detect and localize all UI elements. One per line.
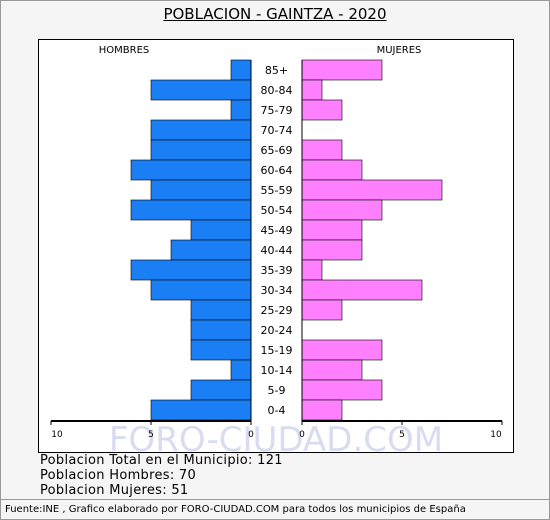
bar-hombres-55-59 — [150, 179, 252, 201]
bar-mujeres-15-19 — [301, 339, 383, 361]
age-label-45-49: 45-49 — [261, 224, 293, 237]
bar-hombres-80-84 — [150, 79, 252, 101]
bar-hombres-60-64 — [130, 159, 252, 181]
bar-mujeres-30-34 — [301, 279, 423, 301]
age-label-70-74: 70-74 — [261, 124, 293, 137]
x-tick-label-right-0: 0 — [299, 430, 305, 440]
bar-hombres-20-24 — [190, 319, 252, 341]
bar-hombres-10-14 — [230, 359, 252, 381]
age-label-30-34: 30-34 — [261, 284, 293, 297]
bar-mujeres-35-39 — [301, 259, 323, 281]
age-label-20-24: 20-24 — [261, 324, 293, 337]
mujeres-label: MUJERES — [377, 45, 422, 56]
x-tick-label-left-10: 10 — [51, 430, 63, 440]
bar-mujeres-50-54 — [301, 199, 383, 221]
bar-hombres-5-9 — [190, 379, 252, 401]
bar-hombres-50-54 — [130, 199, 252, 221]
bar-hombres-30-34 — [150, 279, 252, 301]
population-pyramid: FORO-CIUDAD.COM HOMBRES MUJERES 85+ 80-84 75-… — [50, 45, 503, 452]
x-tick-label-right-5: 5 — [399, 430, 405, 440]
age-label-80-84: 80-84 — [261, 84, 293, 97]
age-label-65-69: 65-69 — [261, 144, 293, 157]
bar-mujeres-55-59 — [301, 179, 443, 201]
bar-hombres-15-19 — [190, 339, 252, 361]
age-label-55-59: 55-59 — [261, 184, 293, 197]
chart-title: POBLACION - GAINTZA - 2020 — [163, 5, 387, 23]
bar-hombres-0-4 — [150, 399, 252, 421]
age-label-60-64: 60-64 — [261, 164, 293, 177]
age-label-50-54: 50-54 — [261, 204, 293, 217]
bar-mujeres-85+ — [301, 59, 383, 81]
bar-hombres-70-74 — [150, 119, 252, 141]
total-population-text: Poblacion Total en el Municipio: 121 — [40, 453, 283, 468]
bar-mujeres-80-84 — [301, 79, 323, 101]
bar-mujeres-0-4 — [301, 399, 343, 421]
bar-hombres-40-44 — [170, 239, 252, 261]
bar-mujeres-10-14 — [301, 359, 363, 381]
age-label-10-14: 10-14 — [261, 364, 293, 377]
x-tick-label-left-5: 5 — [148, 430, 154, 440]
x-tick-label-left-0: 0 — [248, 430, 254, 440]
source-footer: Fuente:INE , Grafico elaborado por FORO-… — [5, 504, 466, 515]
bar-hombres-85+ — [230, 59, 252, 81]
hombres-label: HOMBRES — [99, 45, 150, 56]
age-label-85+: 85+ — [265, 64, 288, 77]
age-label-0-4: 0-4 — [268, 404, 286, 417]
bar-hombres-35-39 — [130, 259, 252, 281]
bar-mujeres-5-9 — [301, 379, 383, 401]
bar-mujeres-40-44 — [301, 239, 363, 261]
bar-hombres-45-49 — [190, 219, 252, 241]
age-label-35-39: 35-39 — [261, 264, 293, 277]
plot-area: FORO-CIUDAD.COM HOMBRES MUJERES 85+ 80-84 75-… — [38, 39, 514, 453]
age-label-25-29: 25-29 — [261, 304, 293, 317]
age-label-15-19: 15-19 — [261, 344, 293, 357]
age-label-75-79: 75-79 — [261, 104, 293, 117]
bar-mujeres-65-69 — [301, 139, 343, 161]
female-population-text: Poblacion Mujeres: 51 — [40, 483, 189, 498]
x-tick-label-right-10: 10 — [490, 430, 502, 440]
bar-hombres-65-69 — [150, 139, 252, 161]
bar-mujeres-25-29 — [301, 299, 343, 321]
bar-mujeres-75-79 — [301, 99, 343, 121]
age-label-40-44: 40-44 — [261, 244, 293, 257]
bar-mujeres-60-64 — [301, 159, 363, 181]
watermark-text: FORO-CIUDAD.COM — [109, 420, 443, 452]
footer-divider — [0, 499, 550, 500]
bar-mujeres-45-49 — [301, 219, 363, 241]
bar-hombres-75-79 — [230, 99, 252, 121]
age-label-5-9: 5-9 — [268, 384, 286, 397]
male-population-text: Poblacion Hombres: 70 — [40, 468, 197, 483]
bar-hombres-25-29 — [190, 299, 252, 321]
